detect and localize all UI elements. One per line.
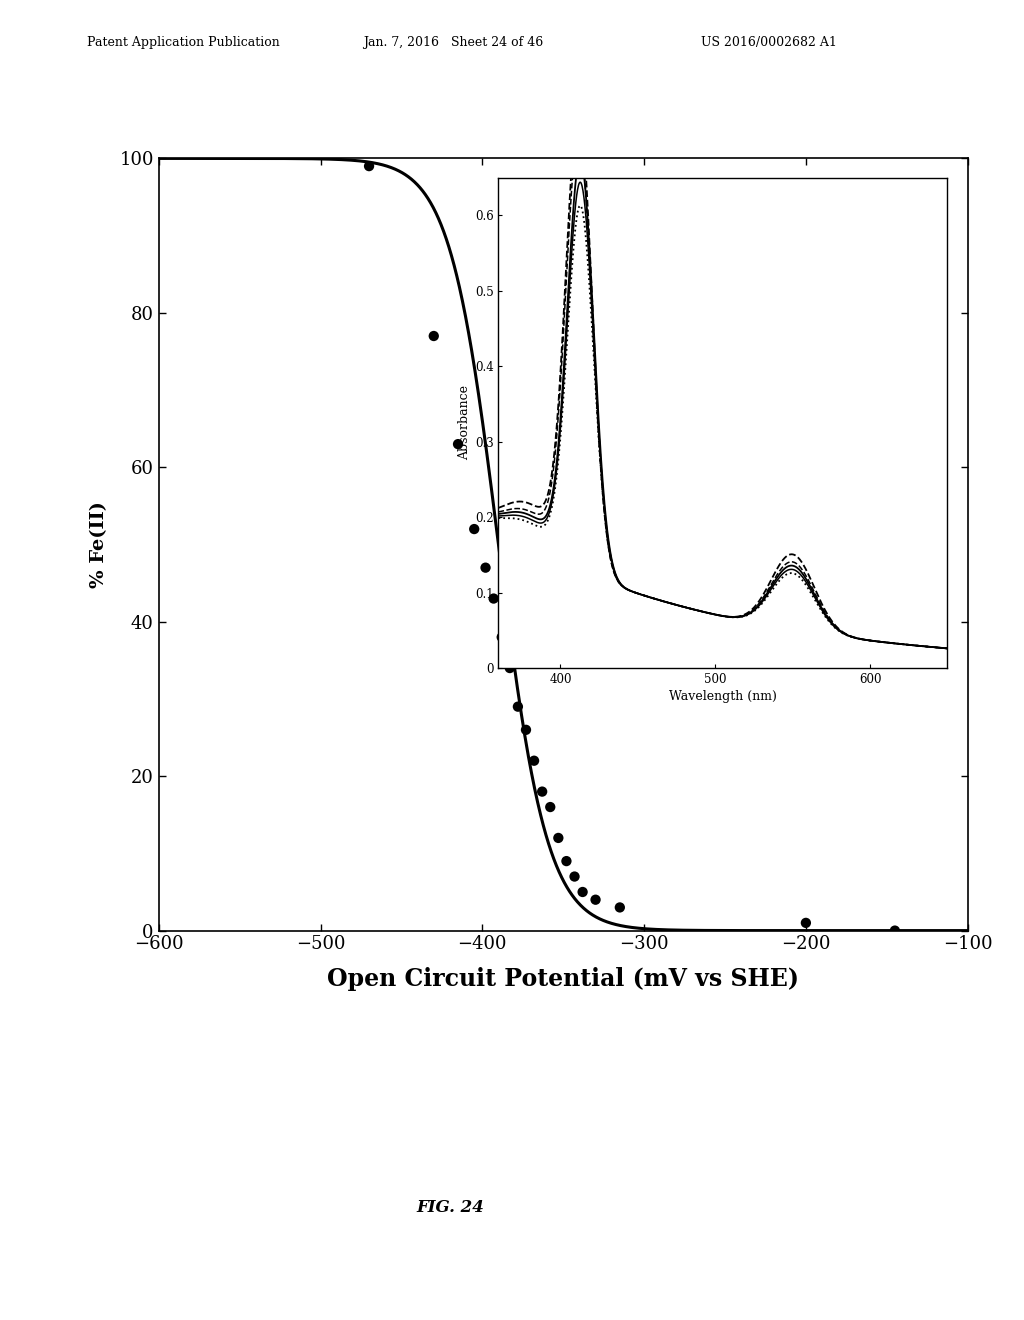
Point xyxy=(611,896,628,917)
Y-axis label: % Fe(II): % Fe(II) xyxy=(90,502,109,587)
Point xyxy=(510,696,526,717)
Point xyxy=(558,850,574,871)
Text: FIG. 24: FIG. 24 xyxy=(417,1199,484,1216)
Point xyxy=(566,866,583,887)
Point xyxy=(450,433,466,454)
Point xyxy=(887,920,903,941)
Point xyxy=(502,657,518,678)
Text: Patent Application Publication: Patent Application Publication xyxy=(87,36,280,49)
Point xyxy=(494,627,510,648)
X-axis label: Open Circuit Potential (mV vs SHE): Open Circuit Potential (mV vs SHE) xyxy=(328,968,799,991)
Point xyxy=(466,519,482,540)
Point xyxy=(477,557,494,578)
Point xyxy=(360,156,377,177)
Point xyxy=(534,781,550,803)
Text: US 2016/0002682 A1: US 2016/0002682 A1 xyxy=(701,36,838,49)
Point xyxy=(798,912,814,933)
Point xyxy=(574,882,591,903)
Point xyxy=(518,719,535,741)
Point xyxy=(526,750,543,771)
Point xyxy=(588,890,604,911)
Text: Jan. 7, 2016   Sheet 24 of 46: Jan. 7, 2016 Sheet 24 of 46 xyxy=(364,36,544,49)
Point xyxy=(542,796,558,817)
Point xyxy=(485,587,502,609)
Point xyxy=(426,326,442,347)
Point xyxy=(550,828,566,849)
